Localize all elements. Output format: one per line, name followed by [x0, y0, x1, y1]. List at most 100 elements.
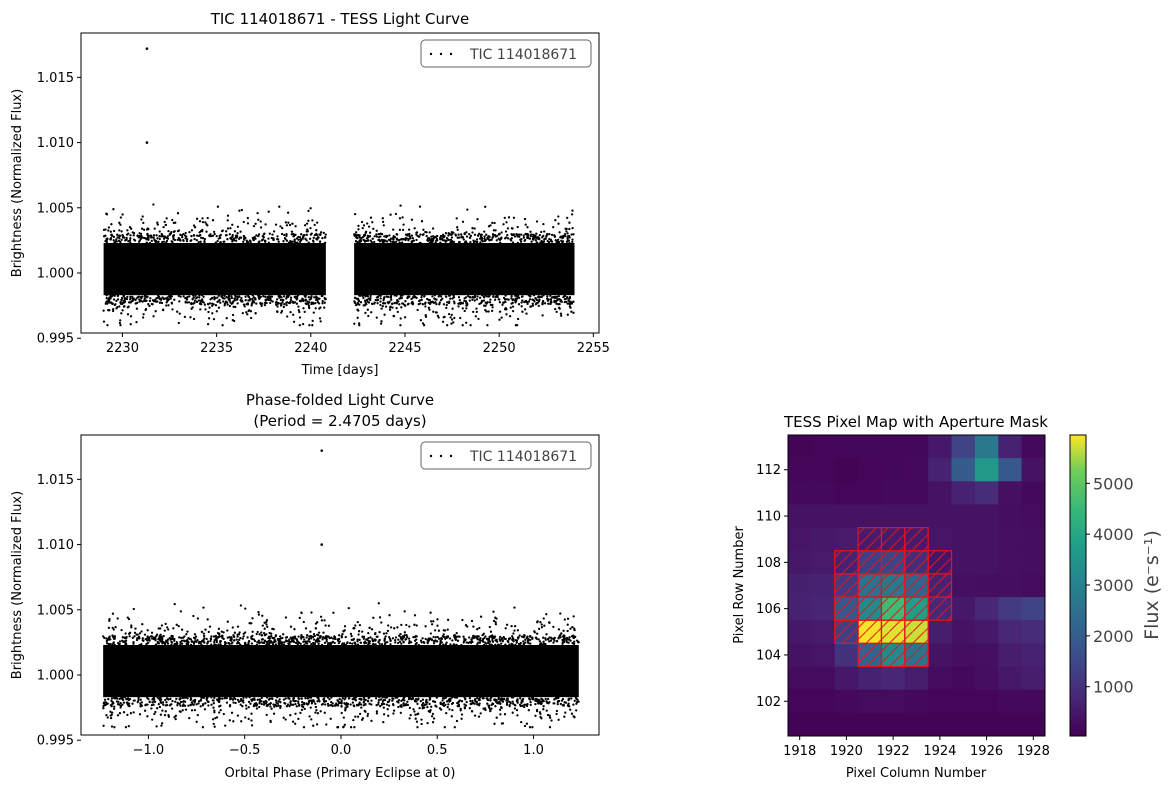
- data-point: [381, 217, 384, 220]
- data-point: [239, 703, 242, 706]
- data-point: [471, 699, 474, 703]
- y-tick-label: 1.000: [37, 669, 74, 684]
- data-point: [356, 301, 359, 305]
- data-point: [139, 698, 142, 701]
- data-point: [479, 615, 483, 618]
- data-point: [413, 639, 417, 642]
- data-point: [116, 236, 119, 239]
- data-point: [536, 632, 539, 635]
- data-point: [374, 632, 377, 635]
- data-point: [369, 298, 372, 302]
- data-point: [545, 700, 548, 703]
- heatmap-cell: [1021, 481, 1046, 505]
- data-point: [425, 234, 428, 238]
- data-point: [320, 643, 324, 647]
- data-point: [516, 701, 519, 704]
- data-point: [315, 233, 319, 237]
- data-point: [212, 303, 215, 306]
- data-point: [143, 297, 146, 300]
- data-point: [434, 636, 437, 639]
- data-point: [422, 324, 426, 327]
- data-point: [105, 714, 108, 717]
- data-point: [371, 221, 374, 224]
- heatmap-cell: [974, 597, 999, 621]
- data-point: [113, 705, 116, 708]
- data-point: [270, 707, 273, 710]
- data-point: [233, 297, 236, 300]
- data-point: [242, 237, 246, 241]
- data-point: [362, 238, 365, 242]
- data-point: [147, 303, 150, 306]
- data-point: [555, 712, 558, 716]
- data-point: [554, 219, 557, 222]
- data-point: [217, 294, 220, 297]
- data-point: [192, 302, 195, 305]
- data-point: [496, 295, 499, 299]
- data-point: [293, 240, 296, 243]
- data-point: [383, 302, 387, 305]
- aperture-mask-pixel: [880, 642, 906, 668]
- data-point: [162, 703, 165, 706]
- data-point: [446, 628, 449, 631]
- data-point: [232, 701, 235, 704]
- data-point: [131, 295, 134, 298]
- data-point: [365, 302, 368, 306]
- data-point: [178, 300, 181, 303]
- data-point: [383, 639, 386, 642]
- data-point: [245, 643, 248, 647]
- data-point: [242, 240, 245, 243]
- data-point: [305, 636, 308, 639]
- heatmap-cell: [998, 481, 1023, 505]
- data-point: [553, 300, 556, 304]
- data-point: [236, 302, 239, 305]
- data-point: [351, 701, 355, 704]
- heatmap-cell: [881, 504, 906, 529]
- data-point: [128, 704, 131, 708]
- data-point: [120, 298, 123, 302]
- data-point: [560, 239, 563, 242]
- data-point: [366, 308, 369, 311]
- aperture-mask-pixel: [857, 527, 883, 552]
- data-point: [382, 720, 385, 724]
- data-point: [505, 701, 509, 705]
- data-point: [336, 726, 339, 729]
- data-point: [416, 702, 419, 706]
- data-point: [297, 309, 300, 312]
- heatmap-cell: [858, 435, 882, 459]
- data-point: [384, 635, 387, 638]
- data-point: [402, 237, 406, 241]
- data-point: [308, 715, 311, 718]
- data-point: [512, 637, 515, 641]
- data-point: [469, 324, 472, 327]
- data-point: [264, 301, 267, 305]
- data-point: [470, 710, 474, 713]
- data-point: [402, 641, 405, 644]
- heatmap-cell: [881, 689, 906, 714]
- data-point: [111, 612, 115, 615]
- data-point: [141, 300, 144, 303]
- data-point: [108, 296, 111, 299]
- data-point: [314, 705, 318, 709]
- data-point: [395, 294, 398, 297]
- data-point: [266, 625, 269, 628]
- data-point: [317, 302, 321, 305]
- heatmap-cell: [788, 666, 812, 691]
- data-point: [426, 705, 429, 709]
- data-point: [486, 702, 489, 705]
- data-point: [337, 634, 341, 637]
- data-point: [299, 300, 302, 303]
- data-point: [505, 221, 508, 224]
- data-point: [301, 298, 304, 302]
- data-point: [226, 629, 229, 632]
- y-axis-label: Brightness (Normalized Flux): [10, 89, 25, 277]
- data-point: [171, 699, 174, 703]
- data-point: [484, 205, 487, 208]
- data-point: [381, 696, 384, 699]
- data-point: [132, 642, 135, 645]
- data-point: [533, 236, 536, 240]
- x-tick-label: 0.5: [427, 743, 448, 758]
- data-point: [319, 710, 322, 713]
- data-point: [184, 708, 188, 711]
- data-point: [489, 303, 493, 307]
- data-point: [317, 236, 320, 239]
